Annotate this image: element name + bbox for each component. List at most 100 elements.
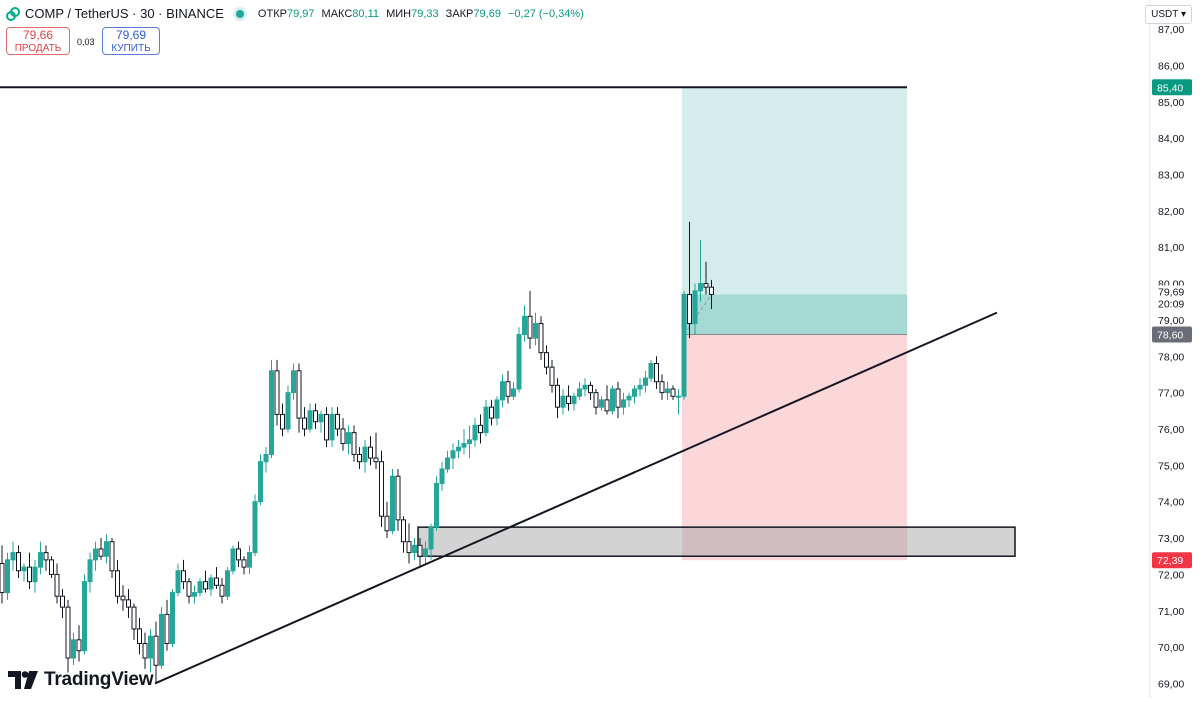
- candle-body: [175, 570, 181, 594]
- candle: [274, 359, 280, 426]
- candle-body: [93, 548, 98, 561]
- candle-body: [225, 570, 230, 597]
- candle: [340, 418, 346, 451]
- symbol-logo-icon: [6, 6, 20, 21]
- tradingview-logo-text: TradingView: [44, 669, 154, 690]
- buy-button[interactable]: 79,69 КУПИТЬ: [102, 27, 160, 55]
- ohlc-change: −0,27 (−0,34%): [508, 7, 584, 20]
- price-axis-tick-label: 82,00: [1158, 206, 1184, 218]
- candle-body: [38, 552, 43, 568]
- candle-body: [643, 377, 648, 386]
- candle: [302, 407, 307, 437]
- candle: [687, 221, 692, 339]
- candle: [615, 381, 621, 419]
- candle-body: [274, 370, 280, 415]
- candle: [54, 563, 60, 604]
- candle-body: [489, 406, 494, 419]
- price-axis-tick-label: 81,00: [1158, 242, 1184, 254]
- candle: [709, 279, 714, 310]
- candle-body: [60, 595, 65, 608]
- stop-price-label: 72,39: [1157, 555, 1183, 567]
- candle: [38, 541, 43, 575]
- candle: [137, 618, 142, 655]
- candle: [670, 385, 676, 400]
- candle-body: [335, 413, 340, 430]
- candle: [269, 359, 274, 459]
- candle: [357, 447, 362, 469]
- candle-body: [703, 283, 709, 288]
- price-axis-tick-label: 85,00: [1158, 97, 1184, 109]
- candle: [230, 545, 236, 575]
- candle-body: [126, 599, 131, 608]
- candle: [654, 356, 659, 389]
- candle: [109, 538, 115, 579]
- candle: [362, 439, 368, 473]
- candle-body: [208, 577, 214, 590]
- candle-body: [296, 370, 302, 419]
- candle-body: [87, 559, 93, 583]
- candle: [582, 378, 588, 397]
- candle: [291, 363, 296, 400]
- candle: [527, 290, 533, 349]
- candle-body: [280, 413, 285, 430]
- price-axis-tick-label: 83,00: [1158, 170, 1184, 182]
- candle-body: [192, 592, 197, 597]
- candle: [32, 559, 38, 593]
- bar-countdown-label: 20:09: [1158, 298, 1184, 310]
- candle-body: [219, 584, 225, 597]
- candle: [681, 290, 687, 400]
- sell-button[interactable]: 79,66 ПРОДАТЬ: [6, 27, 70, 55]
- candle-body: [494, 399, 500, 419]
- candle: [516, 327, 522, 393]
- candle-body: [65, 606, 71, 659]
- candle-body: [439, 468, 445, 485]
- ohlc-high-key: МАКС: [321, 7, 353, 20]
- candle: [43, 545, 49, 571]
- candle-body: [505, 381, 511, 397]
- candle-body: [49, 559, 54, 575]
- price-axis-tick-label: 79,00: [1158, 315, 1184, 327]
- stop-price-label-background: [1152, 552, 1192, 569]
- candle: [478, 414, 483, 444]
- candle-body: [137, 628, 142, 644]
- price-axis-tick-label: 77,00: [1158, 388, 1184, 400]
- price-axis-tick-label: 72,00: [1158, 569, 1184, 581]
- candle: [0, 545, 5, 604]
- candle: [148, 628, 153, 673]
- candle-body: [593, 392, 599, 408]
- candle: [159, 607, 164, 669]
- candle-body: [54, 573, 60, 597]
- candle: [610, 385, 615, 415]
- candle-body: [549, 366, 555, 386]
- buy-price: 79,69: [115, 28, 147, 42]
- candle: [236, 541, 241, 568]
- candle-body: [709, 286, 714, 295]
- candle: [192, 585, 197, 604]
- candle: [71, 632, 76, 666]
- candle: [626, 392, 632, 408]
- candle: [115, 559, 120, 604]
- candle: [252, 494, 258, 557]
- candle-body: [588, 384, 593, 394]
- candle-body: [148, 635, 153, 659]
- candle: [461, 428, 467, 455]
- candle: [335, 407, 340, 437]
- candle-body: [373, 457, 379, 463]
- candle-body: [0, 562, 5, 594]
- candle-body: [461, 443, 467, 448]
- candle: [533, 312, 538, 346]
- currency-selector[interactable]: USDT ▾: [1145, 5, 1192, 24]
- candle-body: [115, 570, 120, 597]
- buy-label: КУПИТЬ: [111, 43, 151, 54]
- candle: [417, 538, 423, 568]
- symbol-title[interactable]: COMP / TetherUS · 30 · BINANCE: [25, 6, 224, 21]
- candle: [489, 399, 494, 426]
- candle-body: [406, 541, 412, 554]
- candle-body: [142, 642, 148, 659]
- candle: [439, 461, 445, 491]
- price-axis-tick-label: 84,00: [1158, 133, 1184, 145]
- candle-body: [16, 552, 21, 572]
- candle-body: [285, 392, 291, 430]
